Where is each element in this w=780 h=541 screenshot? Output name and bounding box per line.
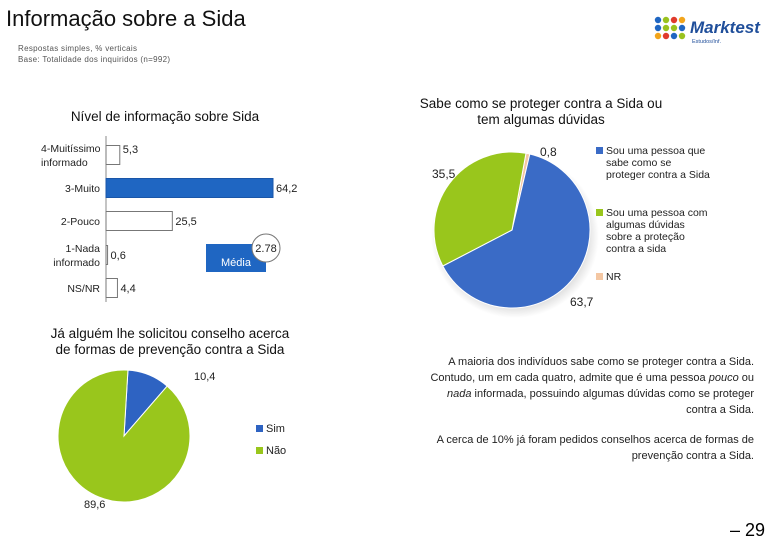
bar-chart-title: Nível de informação sobre Sida bbox=[70, 109, 260, 124]
bar bbox=[105, 211, 173, 231]
bar bbox=[105, 178, 274, 198]
para1-text: ou bbox=[738, 372, 754, 384]
mean-value: 2.78 bbox=[255, 243, 276, 255]
legend-label: Sou uma pessoa com bbox=[606, 207, 708, 219]
para2-line: A cerca de 10% já foram pedidos conselho… bbox=[436, 434, 754, 446]
bar-category-label: informado bbox=[41, 157, 88, 169]
bar-value-label: 25,5 bbox=[175, 216, 196, 228]
pie-value-label: 0,8 bbox=[540, 145, 557, 159]
bar-value-label: 4,4 bbox=[120, 283, 135, 295]
pie1-title: Sabe como se proteger contra a Sida ou t… bbox=[386, 96, 696, 128]
pie2-title-line: Já alguém lhe solicitou conselho acerca bbox=[50, 326, 290, 341]
bar-value-label: 0,6 bbox=[111, 250, 126, 262]
logo-tagline: Estudos/Inf. bbox=[692, 39, 722, 45]
summary-paragraph-2: A cerca de 10% já foram pedidos conselho… bbox=[360, 432, 754, 464]
para1-line: Contudo, um em cada quatro, admite que é… bbox=[360, 370, 754, 386]
bar bbox=[105, 245, 109, 265]
legend-label: sobre a proteção bbox=[606, 231, 685, 243]
bar-category-label: informado bbox=[53, 257, 100, 269]
legend-label: sabe como se bbox=[606, 157, 672, 169]
mean-value-bubble bbox=[251, 233, 281, 263]
legend-label: Sim bbox=[266, 423, 285, 435]
legend-label: algumas dúvidas bbox=[606, 219, 685, 231]
logo-dot bbox=[678, 32, 686, 40]
legend-swatch bbox=[596, 209, 603, 216]
para1-text: Contudo, um em cada quatro, admite que é… bbox=[430, 372, 709, 384]
para1-italic-pouco: pouco bbox=[708, 372, 739, 384]
logo-dot bbox=[670, 16, 678, 24]
bar bbox=[105, 145, 121, 165]
logo-dot bbox=[654, 16, 662, 24]
legend-label: proteger contra a Sida bbox=[606, 169, 710, 181]
logo-dot bbox=[670, 24, 678, 32]
bar-value-label: 5,3 bbox=[123, 144, 138, 156]
advice-pie-chart: 10,4 89,6 Sim Não bbox=[57, 369, 286, 511]
response-note: Respostas simples, % verticais bbox=[18, 44, 138, 53]
logo-dot bbox=[662, 32, 670, 40]
pie-value-label: 63,7 bbox=[570, 295, 594, 309]
pie2-title-line: de formas de prevenção contra a Sida bbox=[55, 342, 285, 357]
bar-category-label: 2-Pouco bbox=[61, 216, 100, 228]
bar-chart: 5,3 4-Muitíssimo informado 64,2 3-Muito 25,5 2… bbox=[41, 136, 297, 302]
logo-dot bbox=[678, 24, 686, 32]
page-title: Informação sobre a Sida bbox=[6, 6, 246, 31]
legend-swatch bbox=[596, 273, 603, 280]
pie-slice bbox=[57, 369, 191, 503]
para1-line: A maioria dos indivíduos sabe como se pr… bbox=[448, 356, 754, 368]
para1-line: nada informada, possuindo algumas dúvida… bbox=[360, 386, 754, 402]
para1-text: informada, possuindo algumas dúvidas com… bbox=[471, 388, 754, 400]
pie1-title-line: Sabe como se proteger contra a Sida ou bbox=[419, 96, 663, 111]
bar-category-label: 1-Nada bbox=[66, 243, 101, 255]
bar-category-label: NS/NR bbox=[67, 283, 100, 295]
summary-paragraph-1: A maioria dos indivíduos sabe como se pr… bbox=[360, 354, 754, 418]
bar-category-label: 3-Muito bbox=[65, 183, 100, 195]
legend-label: NR bbox=[606, 271, 622, 283]
legend-label: contra a sida bbox=[606, 243, 666, 255]
pie1-title-line: tem algumas dúvidas bbox=[477, 112, 605, 127]
legend-swatch bbox=[596, 147, 603, 154]
bar-category-label: 4-Muitíssimo bbox=[41, 143, 101, 155]
marktest-logo: Marktest Estudos/Inf. bbox=[652, 14, 762, 46]
logo-dot bbox=[662, 16, 670, 24]
legend-swatch bbox=[256, 425, 263, 432]
pie2-title: Já alguém lhe solicitou conselho acerca … bbox=[10, 326, 330, 358]
logo-dot bbox=[670, 32, 678, 40]
para1-italic-nada: nada bbox=[447, 388, 472, 400]
mean-label: Média bbox=[221, 257, 252, 269]
logo-dot bbox=[678, 16, 686, 24]
logo-dot bbox=[654, 32, 662, 40]
logo-brand: Marktest bbox=[690, 18, 761, 37]
pie-slice bbox=[442, 153, 591, 309]
logo-dots-icon: Marktest Estudos/Inf. bbox=[654, 16, 761, 45]
para2-line: prevenção contra a Sida. bbox=[631, 450, 754, 462]
logo-dot bbox=[654, 24, 662, 32]
base-note: Base: Totalidade dos inquiridos (n=992) bbox=[18, 55, 171, 64]
pie-value-label: 35,5 bbox=[432, 167, 456, 181]
legend-label: Não bbox=[266, 445, 286, 457]
logo-dot bbox=[662, 24, 670, 32]
pie-slice bbox=[433, 151, 527, 267]
bar bbox=[105, 278, 118, 298]
bar-value-label: 64,2 bbox=[276, 183, 297, 195]
legend-swatch bbox=[256, 447, 263, 454]
pie-value-label: 10,4 bbox=[194, 371, 215, 383]
legend-label: Sou uma pessoa que bbox=[606, 145, 705, 157]
pie-value-label: 89,6 bbox=[84, 499, 105, 511]
para1-line: contra a Sida. bbox=[686, 404, 754, 416]
page-number: – 29 bbox=[730, 520, 766, 540]
